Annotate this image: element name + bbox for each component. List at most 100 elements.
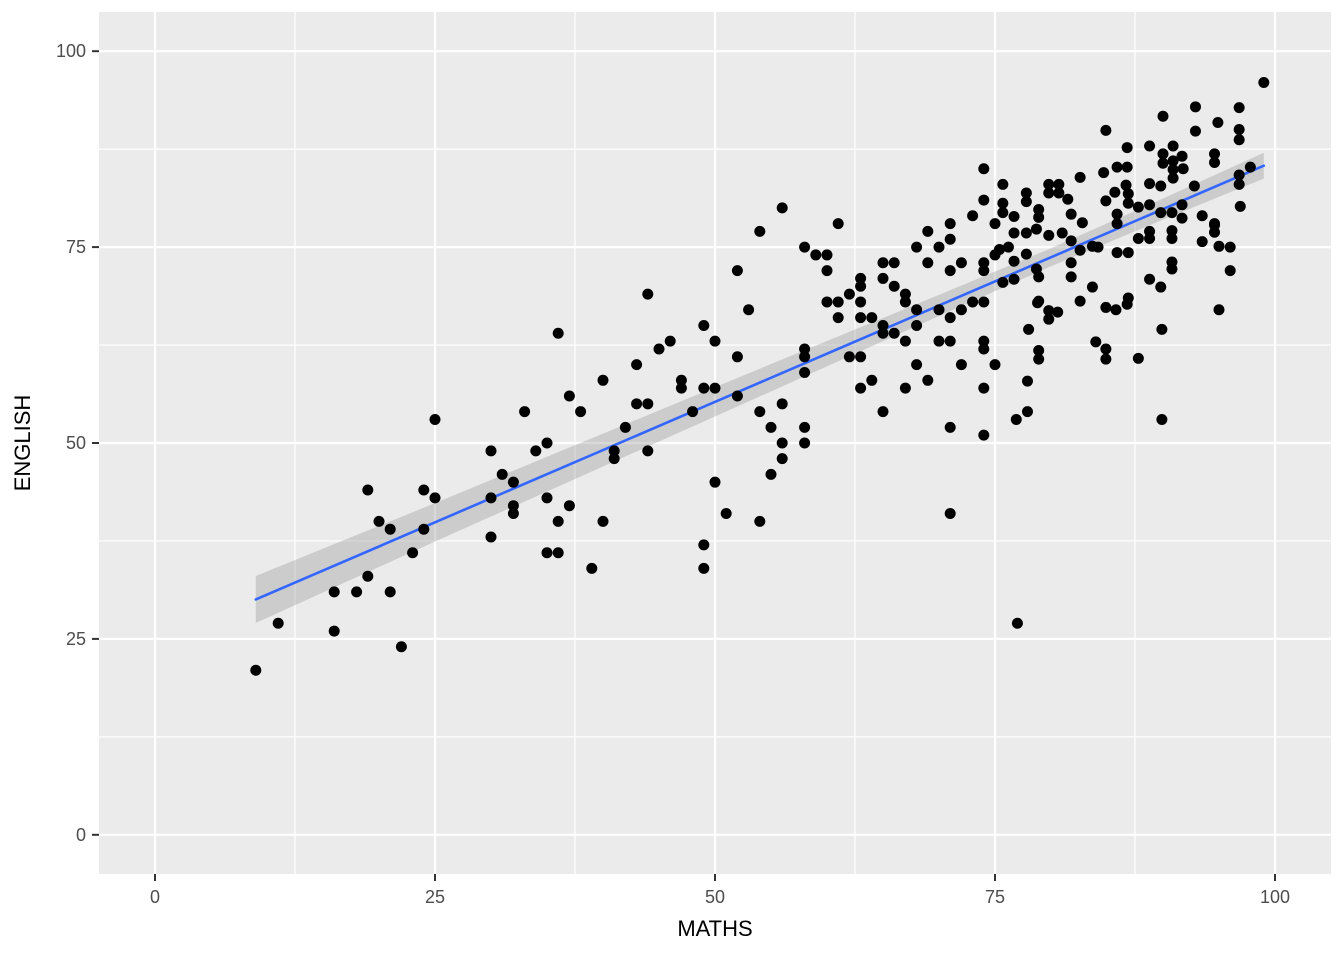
scatter-point: [1030, 223, 1042, 235]
scatter-point: [1111, 247, 1123, 259]
scatter-point: [1155, 207, 1167, 219]
scatter-point: [1043, 305, 1055, 317]
scatter-point: [1189, 101, 1201, 113]
scatter-point: [754, 406, 766, 418]
scatter-point: [1189, 125, 1201, 137]
scatter-point: [944, 508, 956, 520]
scatter-point: [899, 288, 911, 300]
scatter-point: [1043, 178, 1055, 190]
x-tick-label: 75: [985, 887, 1005, 907]
scatter-point: [642, 445, 654, 457]
scatter-point: [1121, 161, 1133, 173]
scatter-point: [776, 437, 788, 449]
scatter-point: [1065, 235, 1077, 247]
scatter-point: [507, 508, 519, 520]
scatter-point: [1233, 178, 1245, 190]
scatter-point: [1111, 161, 1123, 173]
scatter-point: [799, 351, 811, 363]
scatter-point: [1122, 292, 1134, 304]
x-tick-label: 0: [150, 887, 160, 907]
scatter-point: [754, 225, 766, 237]
scatter-point: [967, 210, 979, 222]
scatter-point: [552, 547, 564, 559]
scatter-point: [485, 531, 497, 543]
scatter-point: [698, 382, 710, 394]
scatter-point: [1212, 116, 1224, 128]
scatter-point: [989, 218, 1001, 230]
scatter-point: [855, 312, 867, 324]
scatter-point: [899, 335, 911, 347]
scatter-point: [1065, 208, 1077, 220]
scatter-point: [855, 272, 867, 284]
scatter-point: [944, 335, 956, 347]
scatter-point: [698, 319, 710, 331]
scatter-point: [911, 359, 923, 371]
scatter-point: [855, 351, 867, 363]
scatter-point: [1062, 193, 1074, 205]
scatter-point: [675, 374, 687, 386]
scatter-point: [1156, 413, 1168, 425]
scatter-point: [1033, 203, 1045, 215]
scatter-point: [1033, 211, 1045, 223]
scatter-point: [922, 225, 934, 237]
scatter-point: [731, 390, 743, 402]
scatter-point: [1166, 225, 1178, 237]
scatter-point: [1008, 211, 1020, 223]
scatter-point: [1074, 295, 1086, 307]
y-axis-title: ENGLISH: [10, 395, 35, 492]
scatter-point: [933, 335, 945, 347]
scatter-point: [541, 547, 553, 559]
scatter-point: [1086, 281, 1098, 293]
scatter-point: [1196, 210, 1208, 222]
scatter-point: [709, 382, 721, 394]
scatter-point: [731, 265, 743, 277]
scatter-point: [328, 586, 340, 598]
scatter-point: [1144, 178, 1156, 190]
scatter-point: [1234, 200, 1246, 212]
y-tick-label: 0: [76, 825, 86, 845]
scatter-point: [1122, 247, 1134, 259]
scatter-point: [687, 406, 699, 418]
scatter-point: [1166, 232, 1178, 244]
scatter-point: [1122, 197, 1134, 209]
confidence-band: [255, 152, 1264, 623]
scatter-point: [552, 327, 564, 339]
scatter-point: [888, 257, 900, 269]
scatter-point: [888, 280, 900, 292]
scatter-point: [1157, 110, 1169, 122]
y-tick-label: 25: [66, 629, 86, 649]
scatter-point: [978, 429, 990, 441]
scatter-point: [978, 194, 990, 206]
scatter-point: [978, 296, 990, 308]
scatter-point: [944, 218, 956, 230]
scatter-point: [855, 280, 867, 292]
scatter-point: [1020, 196, 1032, 208]
scatter-point: [776, 398, 788, 410]
scatter-point: [586, 562, 598, 574]
scatter-point: [1258, 77, 1270, 89]
x-tick-label: 100: [1260, 887, 1290, 907]
scatter-point: [877, 319, 889, 331]
scatter-point: [1090, 336, 1102, 348]
x-axis-title: MATHS: [677, 916, 752, 941]
scatter-point: [1100, 343, 1112, 355]
scatter-point: [1111, 218, 1123, 230]
scatter-point: [997, 207, 1009, 219]
scatter-point: [944, 265, 956, 277]
scatter-point: [1109, 186, 1121, 198]
scatter-point: [1209, 156, 1221, 168]
scatter-point: [978, 257, 990, 269]
scatter-point: [1011, 617, 1023, 629]
scatter-point: [496, 468, 508, 480]
scatter-point: [720, 508, 732, 520]
scatter-point: [799, 437, 811, 449]
scatter-point: [407, 547, 419, 559]
scatter-point: [373, 515, 385, 527]
scatter-point: [1020, 248, 1032, 260]
scatter-point: [653, 343, 665, 355]
scatter-point: [1155, 180, 1167, 192]
scatter-point: [1100, 124, 1112, 136]
scatter-point: [1177, 163, 1189, 175]
scatter-point: [944, 233, 956, 245]
scatter-point: [1053, 178, 1065, 190]
